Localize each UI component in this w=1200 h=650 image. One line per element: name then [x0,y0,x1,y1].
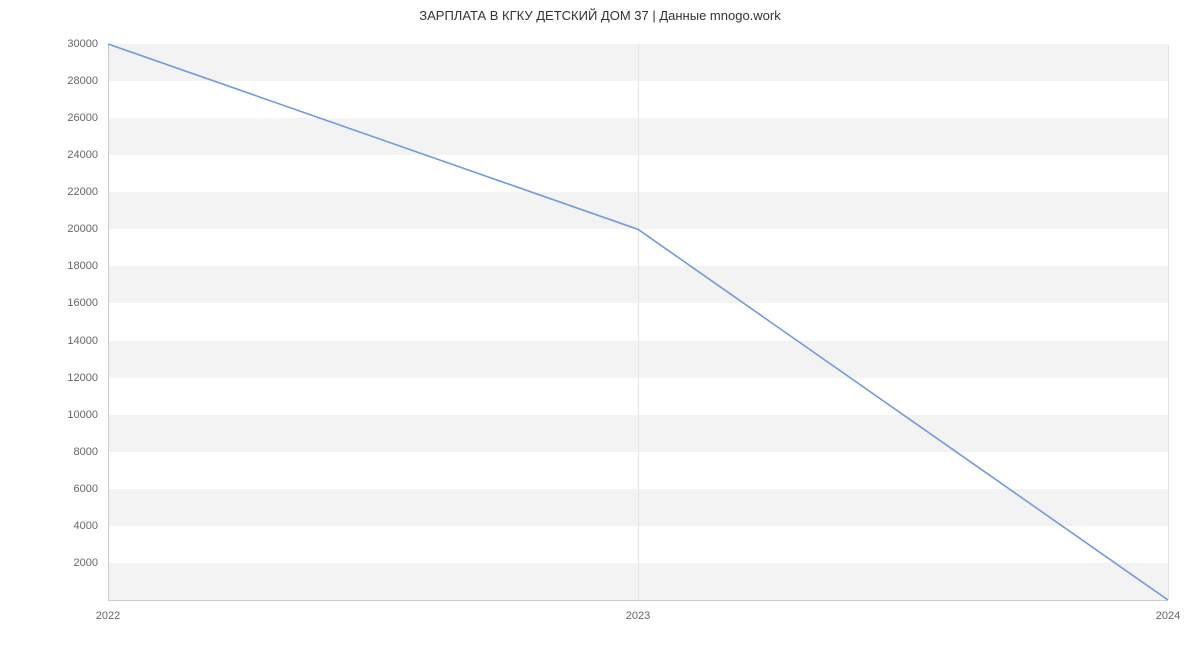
plot-area [108,44,1168,600]
x-tick-label: 2022 [96,610,120,622]
chart-title: ЗАРПЛАТА В КГКУ ДЕТСКИЙ ДОМ 37 | Данные … [0,8,1200,23]
y-tick-label: 24000 [0,149,98,161]
y-tick-label: 2000 [0,557,98,569]
y-tick-label: 14000 [0,335,98,347]
data-line [108,44,1168,600]
y-tick-label: 30000 [0,38,98,50]
y-tick-label: 26000 [0,112,98,124]
y-tick-label: 22000 [0,186,98,198]
x-tick-label: 2024 [1156,610,1180,622]
y-tick-label: 8000 [0,446,98,458]
y-tick-label: 6000 [0,483,98,495]
y-tick-label: 12000 [0,372,98,384]
y-tick-label: 28000 [0,75,98,87]
y-tick-label: 4000 [0,520,98,532]
y-tick-label: 18000 [0,260,98,272]
grid-line-vertical [1168,44,1169,600]
y-tick-label: 10000 [0,409,98,421]
x-tick-label: 2023 [626,610,650,622]
salary-line-chart: ЗАРПЛАТА В КГКУ ДЕТСКИЙ ДОМ 37 | Данные … [0,0,1200,650]
y-tick-label: 16000 [0,297,98,309]
x-axis-line [108,600,1168,601]
y-tick-label: 20000 [0,223,98,235]
